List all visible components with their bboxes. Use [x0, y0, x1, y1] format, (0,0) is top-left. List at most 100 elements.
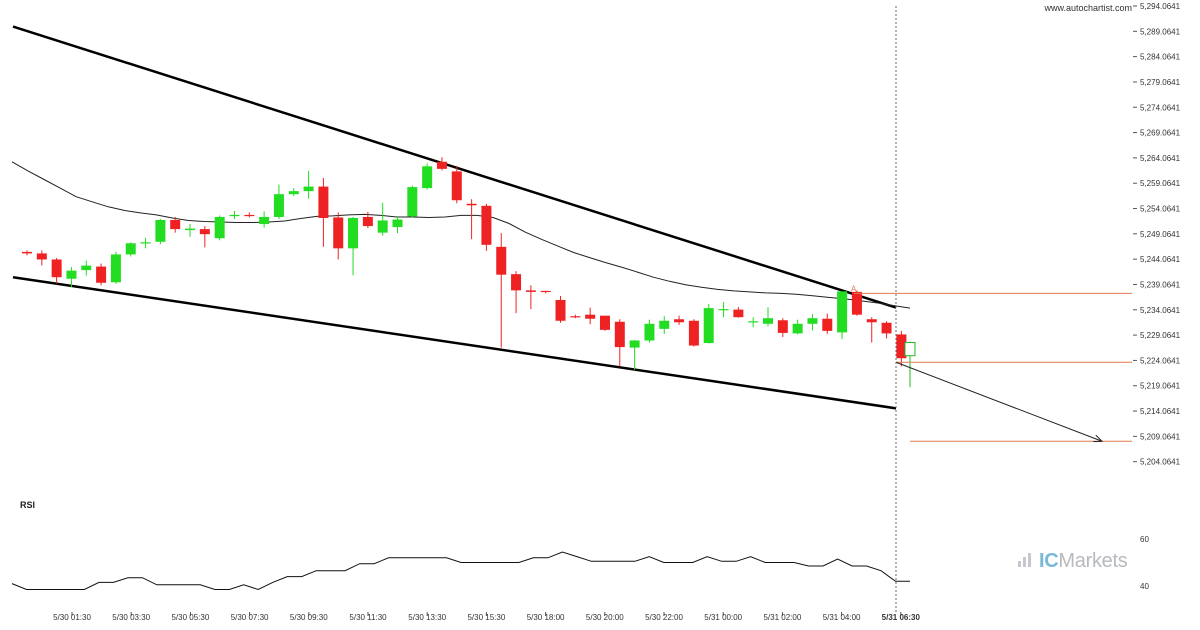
- candle-body: [703, 308, 714, 344]
- x-tick-label: 5/30 07:30: [231, 613, 269, 622]
- y-tick-label: 5,249.0641: [1140, 230, 1181, 239]
- candle-body: [110, 254, 121, 283]
- lower-trendline: [12, 275, 897, 410]
- candle-body: [348, 217, 359, 249]
- candle-body: [599, 315, 610, 330]
- candle-body: [451, 171, 462, 201]
- upper-trendline: [12, 25, 897, 309]
- candle-body: [318, 186, 329, 218]
- candle-body: [763, 318, 773, 324]
- candle-body: [614, 321, 625, 348]
- candle-body: [22, 251, 32, 254]
- candle-body: [244, 214, 255, 217]
- y-tick-label: 5,264.0641: [1140, 154, 1181, 163]
- candle-body: [436, 161, 447, 169]
- candle-body: [36, 253, 47, 260]
- candle-body: [792, 323, 803, 334]
- y-tick-label: 5,214.0641: [1140, 407, 1181, 416]
- candle-body: [688, 320, 699, 346]
- x-tick-label: 5/31 02:00: [763, 613, 801, 622]
- y-tick-label: 5,269.0641: [1140, 129, 1181, 138]
- candle-body: [185, 228, 196, 231]
- moving-average-line: [11, 161, 911, 309]
- candle-body: [259, 216, 270, 225]
- x-tick-label: 5/30 13:30: [408, 613, 446, 622]
- candle-body: [659, 320, 670, 329]
- candle-body: [466, 203, 477, 206]
- candle-body: [837, 291, 848, 333]
- candle-body: [66, 270, 77, 279]
- y-tick-label: 5,229.0641: [1140, 331, 1181, 340]
- candle-body: [214, 216, 225, 239]
- x-tick-label: 5/31 06:30: [882, 613, 921, 622]
- forecast-arrow-head: [1093, 434, 1104, 443]
- candle-body: [170, 219, 181, 230]
- y-tick-label: 5,204.0641: [1140, 458, 1181, 467]
- candle-body: [199, 229, 210, 235]
- y-tick-label: 5,244.0641: [1140, 255, 1181, 264]
- logo-suffix: Markets: [1058, 550, 1128, 572]
- candle-body: [333, 217, 344, 249]
- x-tick-label: 5/30 03:30: [112, 613, 150, 622]
- candle-body: [125, 243, 136, 255]
- candle-body: [140, 242, 151, 244]
- forecast-candle-body: [904, 342, 916, 357]
- candle-body: [81, 265, 92, 271]
- x-tick-label: 5/30 20:00: [586, 613, 624, 622]
- candle-body: [362, 216, 373, 227]
- candle-body: [481, 205, 492, 245]
- y-tick-label: 5,279.0641: [1140, 78, 1181, 87]
- levels-group: A: [851, 284, 1132, 443]
- logo-prefix: IC: [1039, 550, 1059, 572]
- y-tick-label: 5,294.0641: [1140, 2, 1181, 11]
- x-tick-label: 5/31 04:00: [823, 613, 861, 622]
- candle-body: [585, 314, 596, 319]
- rsi-label: RSI: [20, 500, 36, 510]
- y-tick-label: 5,259.0641: [1140, 179, 1181, 188]
- candle-body: [496, 246, 507, 275]
- watermark-text: www.autochartist.com: [1044, 3, 1132, 13]
- candle-body: [155, 219, 166, 242]
- candle-body: [525, 290, 536, 292]
- y-tick-label: 5,224.0641: [1140, 356, 1181, 365]
- x-tick-label: 5/30 11:30: [349, 613, 387, 622]
- rsi-tick-label: 40: [1140, 582, 1149, 591]
- y-tick-label: 5,254.0641: [1140, 205, 1181, 214]
- y-tick-label: 5,289.0641: [1140, 27, 1181, 36]
- candle-body: [96, 266, 107, 283]
- candle-body: [229, 214, 240, 217]
- rsi-panel: 60 40: [11, 535, 1149, 591]
- price-axis: 5,294.0641 5,289.0641 5,284.0641 5,279.0641…: [1133, 2, 1181, 467]
- candle-body: [555, 299, 566, 321]
- y-tick-label: 5,219.0641: [1140, 382, 1181, 391]
- candle-body: [273, 194, 284, 217]
- candle-body: [866, 319, 877, 323]
- rsi-line: [11, 551, 910, 591]
- trendline-group: [12, 25, 897, 410]
- candle-body: [777, 320, 788, 333]
- x-tick-label: 5/30 05:30: [171, 613, 209, 622]
- x-tick-label: 5/30 09:30: [290, 613, 328, 622]
- candle-body: [896, 334, 907, 359]
- forecast-arrow-line: [895, 361, 1103, 442]
- candle-body: [288, 191, 299, 195]
- candle-body: [822, 318, 833, 331]
- rsi-tick-label: 60: [1140, 535, 1149, 544]
- candle-body: [377, 220, 388, 233]
- candle-body: [511, 274, 522, 291]
- pattern-point-label: A: [851, 284, 857, 293]
- candle-body: [422, 166, 433, 189]
- x-tick-label: 5/31 00:00: [704, 613, 742, 622]
- candles-group: [22, 157, 916, 388]
- y-tick-label: 5,234.0641: [1140, 306, 1181, 315]
- candle-body: [629, 340, 640, 348]
- y-tick-label: 5,284.0641: [1140, 53, 1181, 62]
- x-tick-label: 5/30 18:00: [527, 613, 565, 622]
- candle-body: [392, 219, 403, 228]
- candle-body: [540, 290, 551, 293]
- y-tick-label: 5,274.0641: [1140, 103, 1181, 112]
- broker-logo: ICMarkets: [1018, 550, 1128, 573]
- moving-average-group: [11, 161, 911, 309]
- candle-body: [51, 259, 62, 278]
